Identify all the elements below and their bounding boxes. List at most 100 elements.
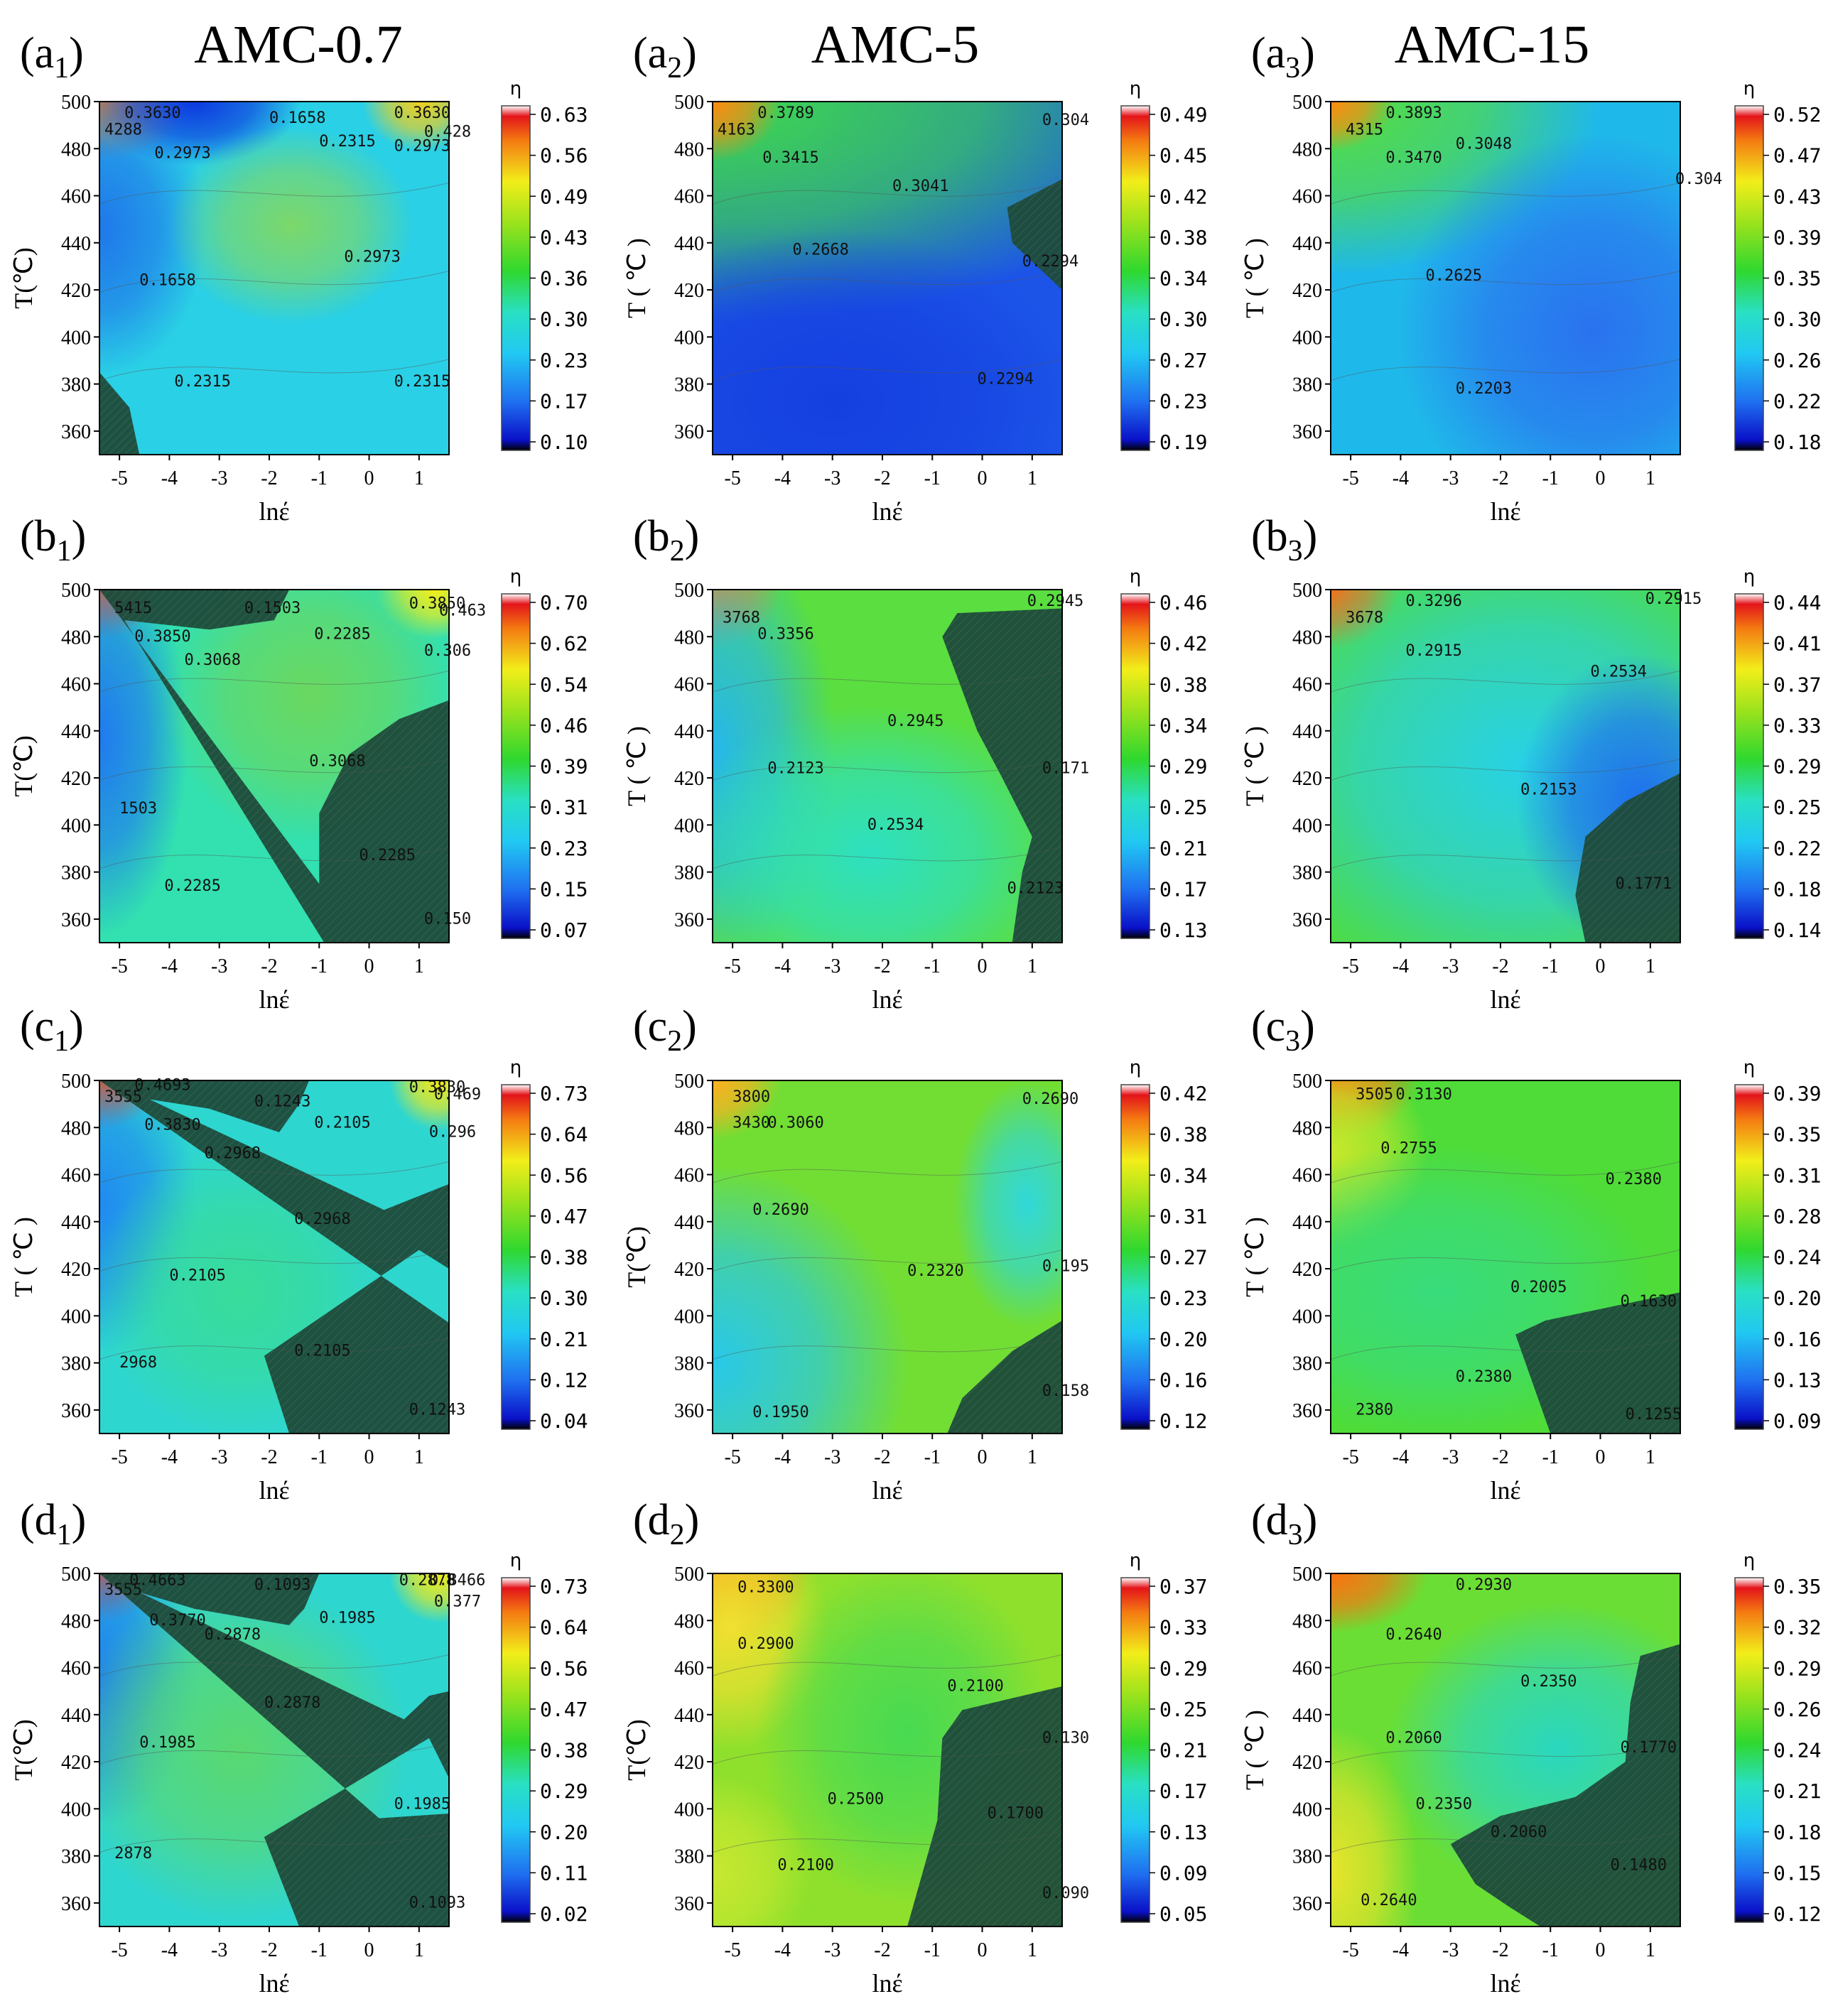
colorbar-tick-label: 0.46 [1159, 591, 1207, 614]
contour-label: 0.2315 [394, 373, 450, 391]
contour-label: 0.2915 [1405, 642, 1461, 660]
contour-label: 0.4663 [129, 1572, 185, 1590]
x-tick-label: -5 [111, 1939, 127, 1961]
colorbar-tick-label: 0.05 [1159, 1902, 1207, 1926]
contour-label: 0.2350 [1520, 1673, 1577, 1691]
contour-label: 0.2690 [1022, 1090, 1078, 1108]
y-tick-label: 440 [61, 233, 91, 255]
y-tick-label: 400 [674, 327, 704, 349]
contour-line [99, 759, 449, 781]
panel-label: (d2) [633, 1496, 699, 1551]
contour-line [99, 1161, 449, 1183]
x-axis-label: lnέ [872, 497, 902, 526]
y-tick-label: 360 [1292, 421, 1322, 443]
y-tick-label: 360 [61, 909, 91, 931]
contour-label: 2380 [1356, 1401, 1393, 1419]
contour-label: 3555 [104, 1581, 142, 1599]
contour-line [99, 670, 449, 693]
y-tick-label: 380 [61, 1353, 91, 1375]
panel-label: (b3) [1251, 512, 1317, 568]
y-tick-label: 460 [1292, 1165, 1322, 1187]
colorbar-tick-label: 0.09 [1159, 1861, 1207, 1885]
x-tick-label: -3 [1442, 955, 1459, 977]
contour-label: 0.463 [439, 602, 486, 619]
y-tick-label: 480 [61, 1117, 91, 1139]
colorbar [501, 1577, 531, 1923]
y-axis-label: T ( ℃ ) [1240, 1217, 1269, 1297]
field-region [713, 1080, 782, 1140]
y-tick-label: 480 [674, 139, 704, 161]
colorbar-tick-label: 0.37 [1773, 673, 1821, 696]
contour-label: 0.2005 [1510, 1279, 1567, 1296]
x-tick-label: -4 [774, 467, 791, 489]
contour-label: 0.3068 [184, 651, 240, 669]
y-tick-label: 480 [674, 627, 704, 649]
colorbar-tick-label: 0.16 [1159, 1368, 1207, 1392]
colorbar-tick-label: 0.22 [1773, 837, 1821, 860]
x-tick-label: -5 [111, 1446, 127, 1468]
contour-label: 0.1658 [139, 271, 195, 289]
x-axis-label: lnέ [259, 1476, 289, 1505]
x-tick-label: -2 [261, 1446, 277, 1468]
plot-frame [712, 1573, 1063, 1927]
contour-label: 0.428 [424, 124, 471, 141]
colorbar-symbol: η [510, 566, 521, 587]
y-tick-label: 400 [61, 815, 91, 837]
y-tick-label: 380 [1292, 1353, 1322, 1375]
y-tick-label: 440 [1292, 233, 1322, 255]
contour-field [99, 1080, 449, 1434]
y-tick-label: 500 [674, 92, 704, 114]
x-tick-label: -4 [1393, 955, 1409, 977]
colorbar-tick-label: 0.17 [1159, 1779, 1207, 1803]
colorbar-tick-label: 0.38 [1159, 1123, 1207, 1147]
colorbar-tick-label: 0.35 [1773, 267, 1821, 291]
contour-label: 0.2915 [1645, 590, 1702, 608]
colorbar-tick-label: 0.20 [1773, 1286, 1821, 1310]
contour-field [99, 590, 449, 943]
plot-frame [712, 101, 1063, 455]
y-tick-label: 380 [1292, 374, 1322, 396]
colorbar-symbol: η [1130, 78, 1141, 99]
contour-label: 0.2285 [164, 877, 220, 895]
colorbar-tick-label: 0.56 [540, 144, 588, 168]
colorbar-tick-label: 0.39 [1773, 226, 1821, 249]
y-tick-label: 460 [61, 186, 91, 208]
contour-line [713, 670, 1062, 693]
contour-label: 0.3830 [409, 1079, 465, 1097]
contour-line [713, 271, 1062, 293]
contour-field [713, 102, 1062, 455]
x-tick-label: 1 [414, 1446, 424, 1468]
contour-line [99, 1250, 449, 1272]
contour-label: 2968 [119, 1354, 157, 1372]
x-tick-label: 1 [1645, 467, 1655, 489]
colorbar-tick-label: 0.18 [1773, 430, 1821, 454]
panel-label: (d1) [20, 1496, 86, 1551]
y-tick-label: 400 [674, 815, 704, 837]
contour-label: 0.1985 [394, 1795, 450, 1813]
contour-label: 0.2060 [1385, 1730, 1442, 1747]
x-tick-label: -1 [924, 467, 941, 489]
y-tick-label: 420 [674, 768, 704, 790]
y-tick-label: 360 [1292, 909, 1322, 931]
x-tick-label: -2 [1492, 1939, 1508, 1961]
contour-label: 0.2320 [907, 1262, 963, 1280]
colorbar-tick-label: 0.34 [1159, 714, 1207, 737]
x-tick-label: 0 [364, 1939, 374, 1961]
colorbar-tick-label: 0.45 [1159, 144, 1207, 168]
y-tick-label: 460 [674, 186, 704, 208]
contour-label: 0.3830 [144, 1117, 200, 1134]
y-tick-label: 360 [674, 1400, 704, 1422]
x-tick-label: -1 [1542, 1939, 1559, 1961]
x-tick-label: -4 [161, 955, 178, 977]
y-tick-label: 440 [1292, 1212, 1322, 1234]
colorbar-tick-label: 0.39 [1773, 1082, 1821, 1105]
contour-label: 0.1771 [1616, 875, 1672, 893]
y-tick-label: 400 [61, 1306, 91, 1328]
panel-label: (c2) [633, 1002, 697, 1058]
colorbar-tick-label: 0.73 [540, 1575, 588, 1598]
x-tick-label: 0 [1596, 467, 1606, 489]
contour-label: 4315 [1346, 121, 1383, 139]
contour-label: 4288 [104, 121, 142, 139]
y-tick-label: 500 [674, 580, 704, 602]
contour-label: 0.158 [1042, 1382, 1089, 1400]
